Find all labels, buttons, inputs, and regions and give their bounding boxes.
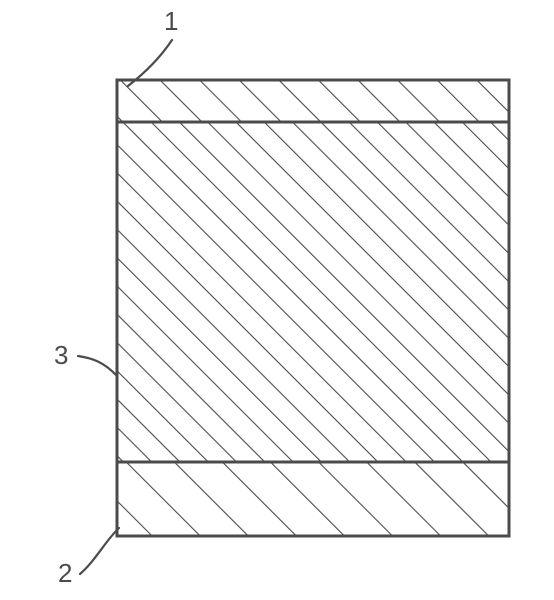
callout-label-2: 2 [58,558,72,589]
callout-label-1: 1 [164,6,178,37]
layer-bottom [117,462,509,536]
callout-leader-3 [78,356,117,376]
callout-leader-2 [80,528,119,574]
layer-top [117,80,509,122]
callout-label-3: 3 [54,340,68,371]
layer-middle [117,122,509,462]
diagram-svg [0,0,554,600]
